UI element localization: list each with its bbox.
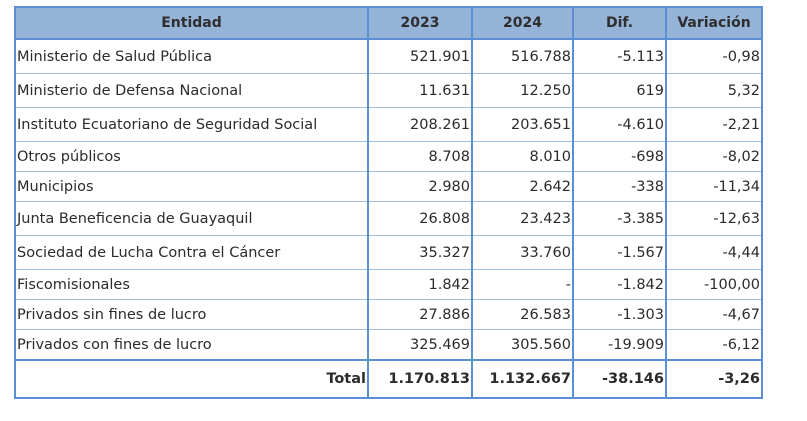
- data-table: Entidad 2023 2024 Dif. Variación Ministe…: [14, 6, 763, 399]
- cell-entidad: Fiscomisionales: [14, 269, 369, 300]
- cell-dif: -4.610: [572, 107, 667, 142]
- table-row: Privados con fines de lucro 325.469 305.…: [14, 329, 763, 361]
- cell-2023: 11.631: [367, 73, 473, 108]
- cell-2024: 8.010: [471, 141, 574, 172]
- cell-2023: 1.842: [367, 269, 473, 300]
- header-variacion: Variación: [665, 6, 763, 40]
- cell-variacion: -6,12: [665, 329, 763, 361]
- cell-2024: 23.423: [471, 201, 574, 236]
- cell-dif: -1.842: [572, 269, 667, 300]
- cell-2023: 26.808: [367, 201, 473, 236]
- table-row: Privados sin fines de lucro 27.886 26.58…: [14, 299, 763, 330]
- cell-variacion: -4,67: [665, 299, 763, 330]
- table-row: Instituto Ecuatoriano de Seguridad Socia…: [14, 107, 763, 142]
- total-label: Total: [14, 359, 369, 399]
- header-entidad: Entidad: [14, 6, 369, 40]
- cell-2023: 27.886: [367, 299, 473, 330]
- cell-variacion: 5,32: [665, 73, 763, 108]
- cell-2023: 2.980: [367, 171, 473, 202]
- cell-variacion: -11,34: [665, 171, 763, 202]
- cell-dif: -1.303: [572, 299, 667, 330]
- total-variacion: -3,26: [665, 359, 763, 399]
- cell-variacion: -12,63: [665, 201, 763, 236]
- cell-entidad: Instituto Ecuatoriano de Seguridad Socia…: [14, 107, 369, 142]
- header-2023: 2023: [367, 6, 473, 40]
- cell-dif: -698: [572, 141, 667, 172]
- header-dif: Dif.: [572, 6, 667, 40]
- table-row: Ministerio de Defensa Nacional 11.631 12…: [14, 73, 763, 108]
- cell-variacion: -4,44: [665, 235, 763, 270]
- total-dif: -38.146: [572, 359, 667, 399]
- cell-variacion: -8,02: [665, 141, 763, 172]
- cell-2023: 325.469: [367, 329, 473, 361]
- total-row: Total 1.170.813 1.132.667 -38.146 -3,26: [14, 359, 763, 399]
- cell-2024: 33.760: [471, 235, 574, 270]
- table-row: Junta Beneficencia de Guayaquil 26.808 2…: [14, 201, 763, 236]
- cell-entidad: Privados con fines de lucro: [14, 329, 369, 361]
- cell-2023: 35.327: [367, 235, 473, 270]
- cell-2024: 12.250: [471, 73, 574, 108]
- cell-dif: -1.567: [572, 235, 667, 270]
- total-2023: 1.170.813: [367, 359, 473, 399]
- cell-2023: 8.708: [367, 141, 473, 172]
- cell-dif: -5.113: [572, 38, 667, 74]
- cell-variacion: -0,98: [665, 38, 763, 74]
- cell-variacion: -2,21: [665, 107, 763, 142]
- table-row: Ministerio de Salud Pública 521.901 516.…: [14, 38, 763, 74]
- cell-2023: 208.261: [367, 107, 473, 142]
- table-row: Fiscomisionales 1.842 - -1.842 -100,00: [14, 269, 763, 300]
- header-2024: 2024: [471, 6, 574, 40]
- cell-variacion: -100,00: [665, 269, 763, 300]
- cell-dif: 619: [572, 73, 667, 108]
- cell-dif: -3.385: [572, 201, 667, 236]
- table-row: Municipios 2.980 2.642 -338 -11,34: [14, 171, 763, 202]
- cell-dif: -338: [572, 171, 667, 202]
- cell-entidad: Municipios: [14, 171, 369, 202]
- cell-2024: 2.642: [471, 171, 574, 202]
- cell-2024: -: [471, 269, 574, 300]
- cell-entidad: Junta Beneficencia de Guayaquil: [14, 201, 369, 236]
- cell-entidad: Ministerio de Salud Pública: [14, 38, 369, 74]
- header-row: Entidad 2023 2024 Dif. Variación: [14, 6, 763, 40]
- total-2024: 1.132.667: [471, 359, 574, 399]
- cell-2024: 305.560: [471, 329, 574, 361]
- table-row: Otros públicos 8.708 8.010 -698 -8,02: [14, 141, 763, 172]
- cell-entidad: Sociedad de Lucha Contra el Cáncer: [14, 235, 369, 270]
- cell-entidad: Otros públicos: [14, 141, 369, 172]
- table-row: Sociedad de Lucha Contra el Cáncer 35.32…: [14, 235, 763, 270]
- cell-entidad: Privados sin fines de lucro: [14, 299, 369, 330]
- cell-entidad: Ministerio de Defensa Nacional: [14, 73, 369, 108]
- cell-2024: 203.651: [471, 107, 574, 142]
- cell-2024: 516.788: [471, 38, 574, 74]
- cell-2024: 26.583: [471, 299, 574, 330]
- cell-dif: -19.909: [572, 329, 667, 361]
- cell-2023: 521.901: [367, 38, 473, 74]
